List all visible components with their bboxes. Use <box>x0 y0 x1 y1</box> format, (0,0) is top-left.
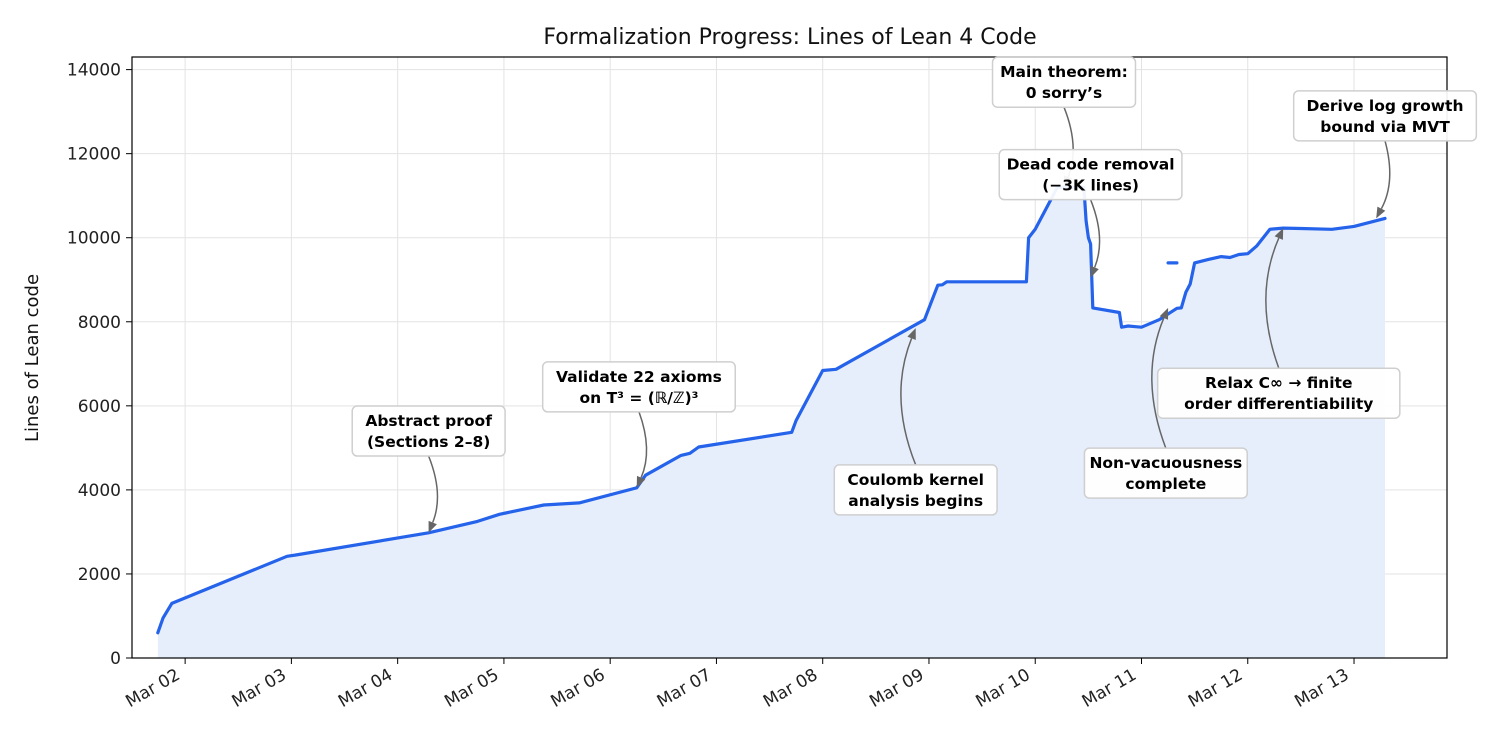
annotation-box <box>998 148 1183 201</box>
annotation-box <box>541 361 736 413</box>
annotation-box <box>351 405 506 457</box>
y-tick-label: 4000 <box>78 481 121 501</box>
annotation-arrowhead <box>636 475 646 488</box>
annotation-arrowhead <box>1090 265 1099 278</box>
annotation-arrow <box>900 338 917 466</box>
y-axis-label: Lines of Lean code <box>22 274 43 442</box>
y-tick-label: 8000 <box>78 313 121 333</box>
annotation: Dead code removal (−3K lines) <box>998 148 1183 278</box>
annotation: Derive log growth bound via MVT <box>1292 90 1478 219</box>
annotation-arrow <box>638 411 648 478</box>
annotation-label: bound via MVT <box>1320 118 1450 136</box>
annotation-label: 0 sorry’s <box>1026 84 1103 102</box>
axes-frame <box>131 56 1448 659</box>
annotation-label: Non-vacuousness <box>1089 454 1242 472</box>
annotation-arrow <box>1265 237 1280 369</box>
annotation-box <box>1083 447 1248 499</box>
annotation-label: (−3K lines) <box>1042 177 1139 195</box>
annotation-arrow <box>427 455 439 523</box>
annotation-arrow <box>1380 140 1391 210</box>
annotation: Coulomb kernel analysis begins <box>833 328 998 516</box>
annotation-label: Validate 22 axioms <box>556 368 722 386</box>
annotation-label: Coulomb kernel <box>847 471 984 489</box>
y-tick-label: 2000 <box>78 565 121 585</box>
annotation-box <box>1292 90 1478 142</box>
annotation-arrowhead <box>1376 206 1386 219</box>
annotation-box <box>1156 367 1401 419</box>
annotation: Relax C∞ → finite order differentiability <box>1156 228 1401 419</box>
annotation-box <box>833 464 998 516</box>
annotation-label: order differentiability <box>1184 395 1373 413</box>
y-tick-label: 14000 <box>67 61 121 81</box>
annotation-label: Dead code removal <box>1007 156 1175 174</box>
annotation-arrowhead <box>1274 228 1284 240</box>
chart-title: Formalization Progress: Lines of Lean 4 … <box>543 25 1036 50</box>
y-tick-label: 0 <box>110 649 121 669</box>
annotation-box <box>991 56 1137 108</box>
y-tick-label: 10000 <box>67 229 121 249</box>
series-area <box>157 187 1385 659</box>
annotation-label: analysis begins <box>848 492 983 510</box>
annotation-label: on T³ = (ℝ/ℤ)³ <box>579 389 698 407</box>
annotations: Abstract proof (Sections 2–8) Validate 22 … <box>351 56 1478 533</box>
annotation-arrow <box>1089 199 1101 268</box>
annotation: Abstract proof (Sections 2–8) <box>351 405 506 533</box>
y-tick-label: 6000 <box>78 397 121 417</box>
annotation-arrowhead <box>1159 307 1169 320</box>
y-tick-label: 12000 <box>67 145 121 165</box>
annotation: Non-vacuousness complete <box>1083 307 1248 499</box>
annotation-label: Derive log growth <box>1307 97 1464 115</box>
annotation-label: complete <box>1125 475 1206 493</box>
annotation: Validate 22 axioms on T³ = (ℝ/ℤ)³ <box>541 361 736 488</box>
annotation-label: (Sections 2–8) <box>367 433 490 451</box>
annotation-arrowhead <box>428 520 437 533</box>
annotation-arrow <box>1151 317 1167 449</box>
annotation-arrowhead <box>907 328 916 340</box>
annotation-label: Abstract proof <box>365 412 492 430</box>
annotation-label: Main theorem: <box>1000 63 1128 81</box>
annotation-label: Relax C∞ → finite <box>1205 374 1352 392</box>
